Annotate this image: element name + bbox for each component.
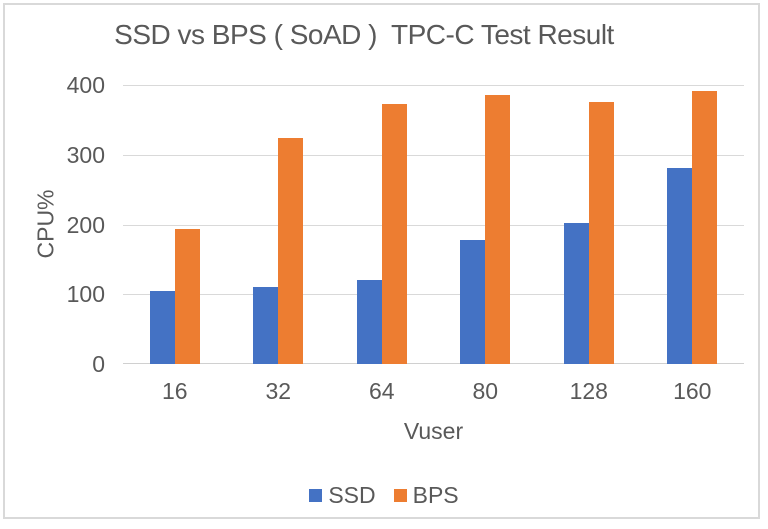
- bar-bps-64: [381, 103, 407, 364]
- bar-ssd-128: [563, 223, 589, 364]
- chart-title: SSD vs BPS ( SoAD ) TPC-C Test Result: [114, 19, 614, 50]
- x-tick-label: 128: [569, 378, 608, 404]
- plot-area: [123, 85, 744, 364]
- y-tick-label: 300: [66, 141, 105, 168]
- bar-group-32: [227, 85, 331, 364]
- bar-ssd-160: [667, 168, 693, 364]
- bar-bps-160: [692, 91, 718, 364]
- x-axis-title: Vuser: [403, 418, 464, 444]
- y-tick-label: 0: [92, 351, 105, 377]
- legend-item-ssd: SSD: [309, 482, 376, 508]
- x-tick-label: 64: [368, 378, 395, 404]
- bar-bps-80: [485, 94, 511, 364]
- bar-group-160: [641, 85, 745, 364]
- x-tick-label: 160: [673, 378, 712, 404]
- bar-bps-128: [588, 102, 614, 364]
- legend-item-bps: BPS: [393, 482, 459, 508]
- gridline: [123, 154, 744, 156]
- legend-swatch-ssd: [309, 488, 323, 502]
- gridline: [123, 85, 744, 86]
- x-axis-line: [123, 363, 744, 364]
- bar-group-64: [330, 85, 434, 364]
- y-tick-label: 100: [66, 281, 105, 308]
- gridline: [123, 294, 744, 296]
- legend-label-bps: BPS: [412, 482, 459, 508]
- bar-group-128: [537, 85, 641, 364]
- bar-group-80: [434, 85, 538, 364]
- legend-label-ssd: SSD: [328, 482, 376, 508]
- bar-ssd-32: [253, 287, 279, 364]
- gridline: [123, 224, 744, 226]
- legend-swatch-bps: [393, 488, 407, 502]
- legend: SSD BPS: [0, 482, 768, 508]
- x-tick-label: 80: [472, 378, 499, 404]
- y-tick-label: 400: [66, 72, 105, 98]
- bar-bps-32: [278, 138, 304, 364]
- y-tick-label: 200: [66, 211, 105, 238]
- bar-ssd-64: [356, 279, 382, 364]
- bar-bps-16: [174, 229, 200, 364]
- bar-ssd-80: [460, 239, 486, 364]
- x-tick-label: 32: [265, 378, 292, 404]
- x-tick-label: 16: [161, 378, 188, 404]
- bar-group-16: [123, 85, 227, 364]
- bar-ssd-16: [149, 290, 175, 364]
